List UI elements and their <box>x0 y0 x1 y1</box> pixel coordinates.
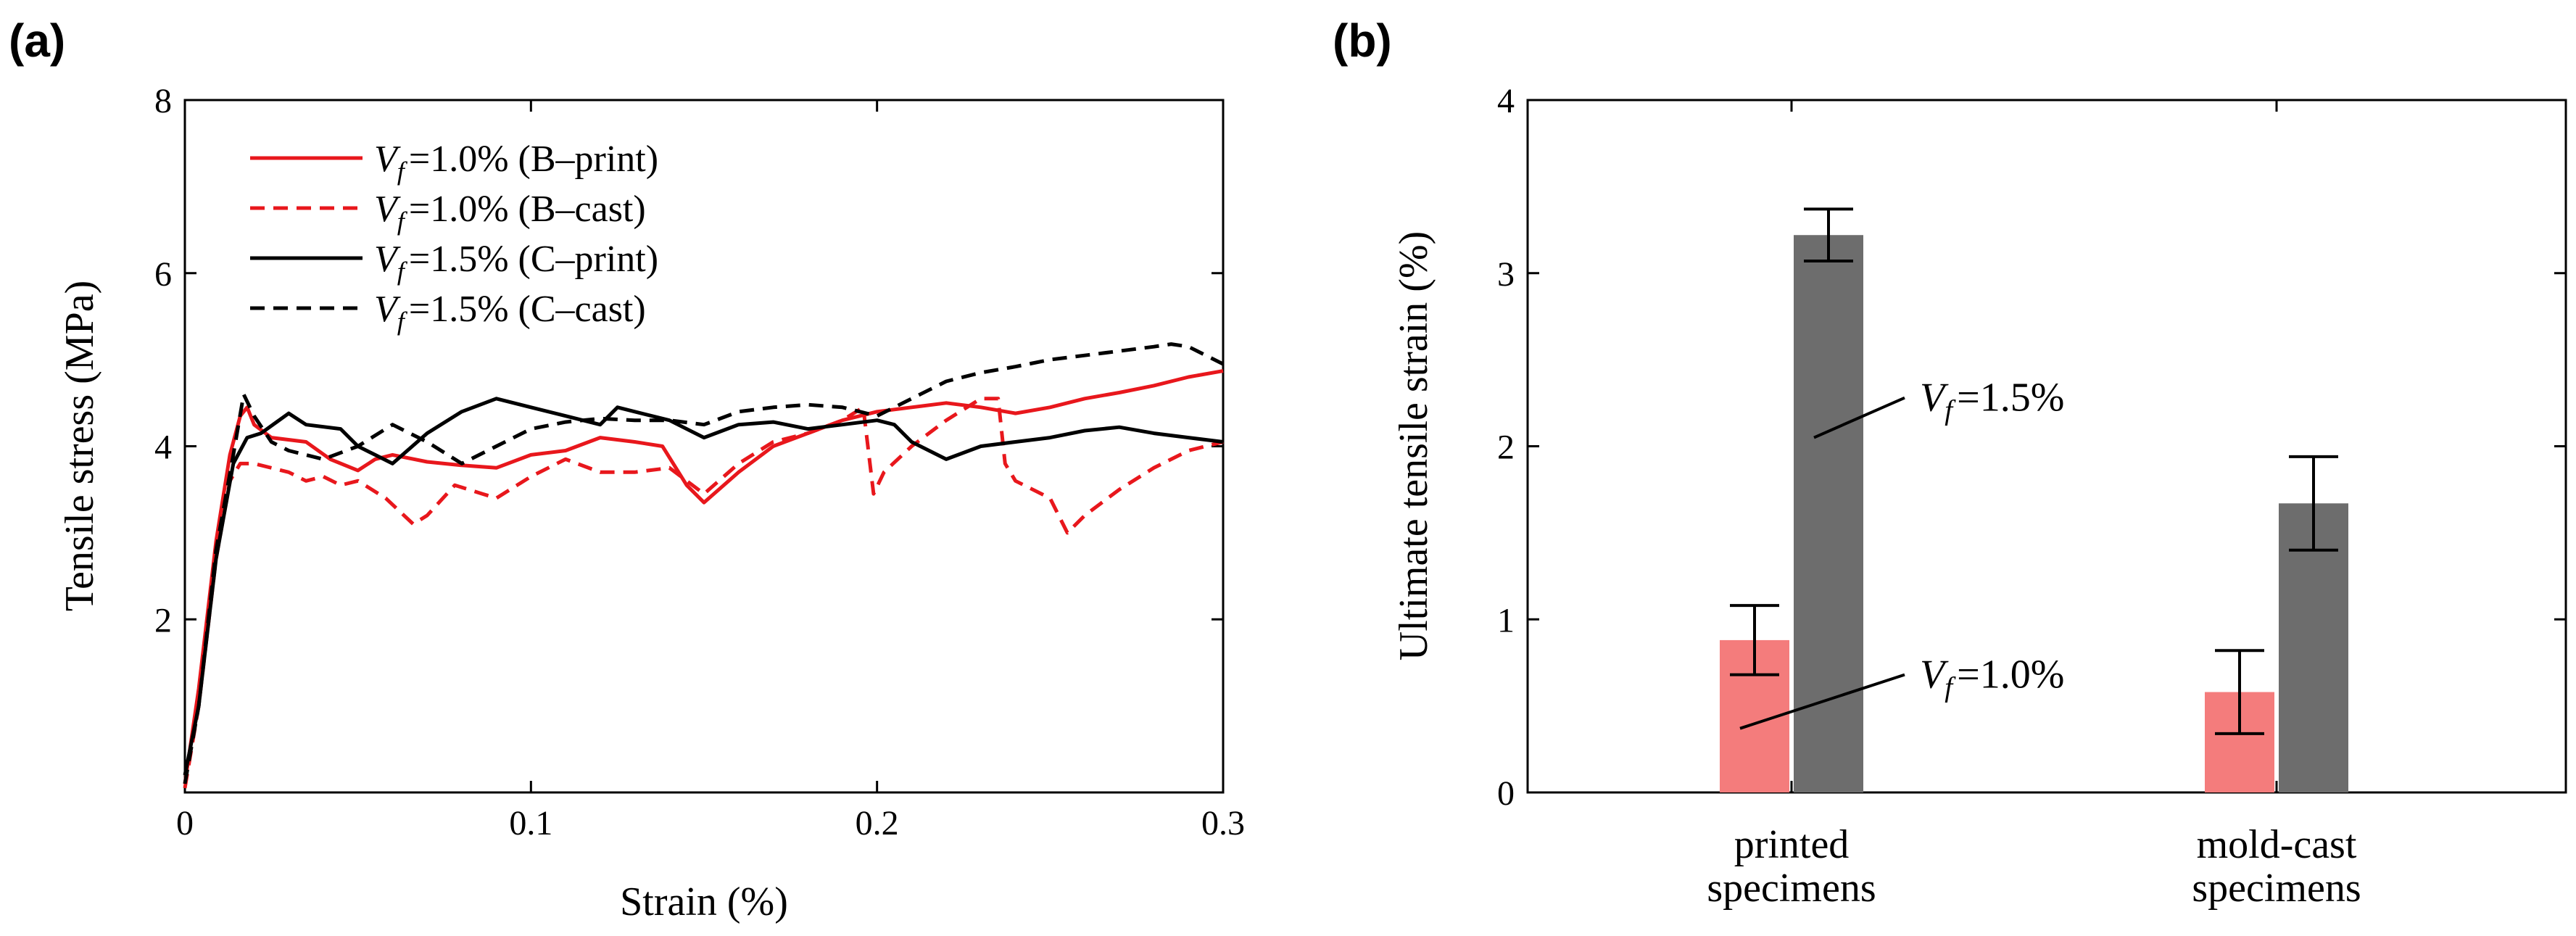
chart-a-frame <box>183 99 1225 794</box>
panel-label-a: (a) <box>9 15 65 67</box>
chart-a-y-tick-label: 2 <box>154 601 172 639</box>
chart-a-y-tick-label: 8 <box>154 82 172 120</box>
chart-b-category-label: printed specimens <box>1707 822 1876 911</box>
chart-a-x-tick-label: 0.3 <box>1201 804 1245 842</box>
chart-b-y-axis-label: Ultimate tensile strain (%) <box>1391 231 1436 660</box>
chart-b-category-label: mold-cast specimens <box>2192 822 2361 911</box>
chart-a-x-tick-label: 0 <box>176 804 194 842</box>
chart-a-x-axis-label: Strain (%) <box>620 879 788 924</box>
annotation-leader-1.5 <box>1813 396 1905 439</box>
chart-b-y-tick-label: 2 <box>1497 428 1515 467</box>
chart-b-y-tick-label: 1 <box>1497 601 1515 639</box>
chart-a: 0 0.1 0.2 0.3 2 4 6 8 Vf =1.0% (B–print)Vf =1.0% … <box>57 82 1245 924</box>
chart-a-series-line-3 <box>183 397 1224 776</box>
chart-a-series-line-1 <box>183 369 1224 784</box>
chart-b-y-tick-label: 3 <box>1497 255 1515 294</box>
legend-label-3: Vf =1.5% (C–print) <box>374 239 658 286</box>
legend-label-4: Vf =1.5% (C–cast) <box>374 289 646 336</box>
legend-label-2: Vf =1.0% (B–cast) <box>374 189 646 236</box>
chart-a-legend: Vf =1.0% (B–print)Vf =1.0% (B–cast)Vf =1.5%… <box>250 138 658 336</box>
chart-a-y-axis-label: Tensile stress (MPa) <box>57 281 102 611</box>
chart-a-x-tick-label: 0.1 <box>509 804 552 842</box>
panel-label-b: (b) <box>1333 15 1392 67</box>
legend-label-1: Vf =1.0% (B–print) <box>374 138 658 186</box>
chart-a-y-tick-label: 6 <box>154 255 172 294</box>
annotation-label-1.5: Vf =1.5% <box>1920 376 2064 426</box>
chart-a-series-line-2 <box>183 397 1224 789</box>
chart-b-y-tick-label: 0 <box>1497 774 1515 813</box>
annotation-leader-1.0 <box>1739 673 1905 730</box>
annotation-label-1.0: Vf =1.0% <box>1920 653 2064 703</box>
chart-a-y-tick-label: 4 <box>154 428 172 467</box>
chart-b-y-tick-label: 4 <box>1497 82 1515 120</box>
chart-a-x-tick-label: 0.2 <box>856 804 899 842</box>
chart-a-series-line-4 <box>183 342 1225 784</box>
